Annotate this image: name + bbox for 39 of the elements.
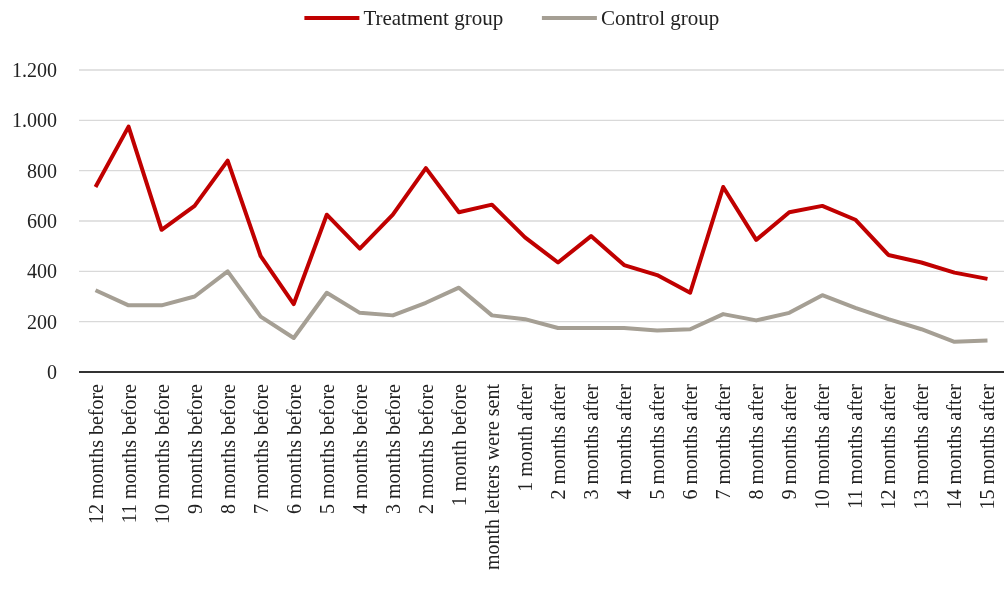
x-tick-label: 6 months after [679,383,702,500]
x-tick-label: 5 months before [315,383,338,514]
x-tick-label: 11 months before [117,383,140,524]
x-tick-label: 10 months before [150,383,173,524]
y-tick-label: 600 [27,210,57,232]
x-tick-label: 14 months after [943,383,966,510]
x-tick-label: 10 months after [811,383,834,510]
line-series [93,124,990,307]
x-tick-label: 5 months after [646,383,669,500]
x-tick-label: 1 month before [447,383,470,507]
x-tick-label: 15 months after [976,383,999,510]
y-tick-label: 200 [27,310,57,333]
x-tick-label: 8 months after [745,383,768,500]
x-tick-label: 8 months before [216,383,239,514]
x-tick-label: 7 months before [249,383,272,514]
x-tick-label: 4 months after [613,383,636,500]
y-tick-label: 0 [47,361,57,383]
legend-label: Treatment group [363,6,504,30]
y-tick-label: 400 [27,260,57,283]
x-tick-label: 7 months after [712,383,735,500]
legend-label: Control group [600,6,720,30]
x-tick-label: 3 months after [580,383,603,500]
x-tick-label: 13 months after [910,383,933,510]
x-tick-label: 2 months before [414,383,437,514]
x-tick-label: month letters were sent [480,383,503,571]
x-tick-label: 12 months before [84,383,107,524]
y-tick-label: 1.200 [12,59,57,81]
y-tick-label: 800 [27,159,57,182]
line-series [93,269,990,344]
x-tick-label: 3 months before [381,383,404,514]
x-tick-label: 12 months after [877,383,900,510]
x-tick-label: 9 months after [778,383,801,500]
x-tick-label: 6 months before [282,383,305,514]
x-tick-label: 11 months after [844,383,867,509]
y-tick-label: 1.000 [12,109,57,132]
x-tick-label: 2 months after [547,383,570,500]
x-tick-label: 4 months before [348,383,371,514]
x-tick-label: 1 month after [513,383,536,492]
x-tick-label: 9 months before [183,383,206,514]
